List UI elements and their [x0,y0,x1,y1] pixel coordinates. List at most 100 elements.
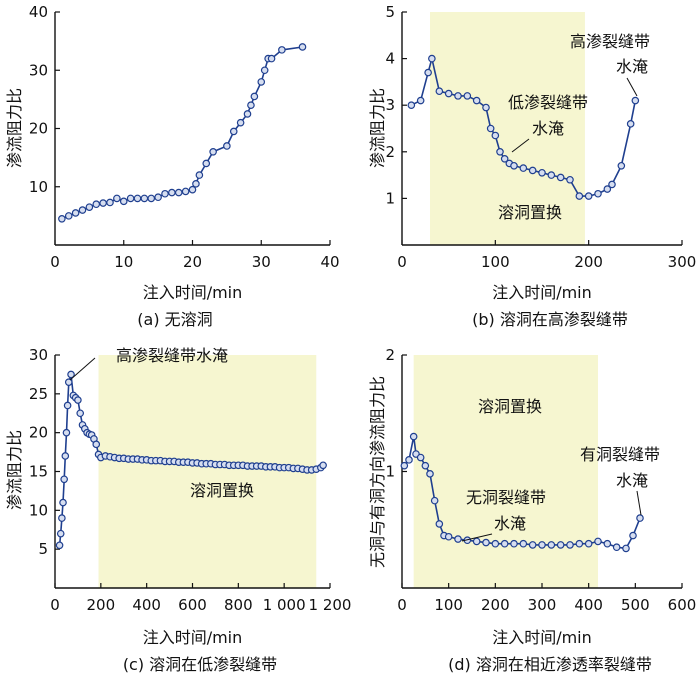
data-point [472,537,481,546]
data-point [594,537,602,546]
x-tick-label: 1 200 [309,596,352,614]
data-point [454,92,462,100]
y-tick-label: 2 [385,346,395,364]
highlight-band [413,355,598,588]
data-point [421,461,430,470]
data-point [56,529,65,538]
data-point [64,378,73,386]
x-tick-label: 0 [397,253,407,271]
x-tick-label: 10 [114,253,133,271]
data-point [622,544,630,553]
y-tick-label: 15 [29,463,48,481]
data-point [416,453,425,462]
data-point [538,541,546,549]
highlight-band [430,12,585,245]
annotation-text: 低渗裂缝带 [508,93,588,112]
data-point [405,456,413,464]
data-point [617,161,626,170]
data-point [99,199,107,207]
panel-caption: (b) 溶洞在高渗裂缝带 [472,310,628,329]
y-tick-label: 40 [29,3,48,21]
highlight-label: 溶洞置换 [478,397,542,416]
x-tick-label: 100 [434,596,463,614]
x-axis-label: 注入时间/min [492,628,592,647]
annotation-leader [626,77,638,97]
data-point [608,180,616,189]
x-axis-label: 注入时间/min [143,628,243,647]
data-point [444,89,453,98]
data-point [55,541,64,550]
x-tick-label: 40 [320,253,339,271]
y-tick-label: 10 [29,501,48,519]
data-point [113,194,121,203]
data-point [500,539,509,548]
data-point [58,514,66,522]
x-tick-label: 400 [574,596,603,614]
data-point [229,127,238,136]
y-tick-label: 1 [385,463,395,481]
data-point [78,206,87,214]
x-tick-label: 400 [132,596,161,614]
data-point [247,101,255,110]
y-axis-label: 渗流阻力比 [5,430,24,510]
x-tick-label: 0 [50,596,60,614]
x-tick-label: 0 [50,253,60,271]
data-point [566,175,574,184]
data-point [629,531,637,540]
data-point [519,539,528,548]
data-point [510,161,518,170]
x-tick-label: 200 [87,596,116,614]
x-tick-label: 300 [528,596,557,614]
annotation-text: 水淹 [616,57,648,76]
panel-caption: (c) 溶洞在低渗裂缝带 [123,655,277,674]
data-point [62,428,71,437]
y-axis-label: 无洞与有洞方向渗流阻力比 [368,376,387,568]
annotation-leader [511,138,530,153]
data-point [161,189,169,198]
x-tick-label: 200 [481,596,510,614]
data-point [59,498,67,507]
data-point [64,212,73,220]
data-point [154,193,162,202]
x-tick-label: 500 [621,596,650,614]
data-point [181,187,190,196]
data-point [195,171,204,179]
data-point [472,96,481,105]
data-point [267,54,276,63]
y-tick-label: 5 [38,540,48,558]
data-point [319,461,327,470]
x-tick-label: 1 000 [263,596,306,614]
data-point [482,538,490,547]
data-point [257,78,266,86]
x-tick-label: 300 [668,253,697,271]
x-tick-label: 30 [252,253,271,271]
data-point [626,120,635,128]
annotation-text: 水淹 [494,514,526,533]
y-tick-label: 5 [385,3,395,21]
y-tick-label: 30 [29,346,48,364]
data-point [491,131,500,140]
y-tick-label: 30 [29,61,48,79]
data-point [603,539,612,548]
data-point [92,200,101,209]
data-point [250,92,259,101]
x-tick-label: 800 [224,596,253,614]
data-point [435,520,444,528]
data-point [556,173,565,182]
x-tick-label: 200 [574,253,603,271]
data-point [409,432,418,441]
y-tick-label: 4 [385,50,395,68]
y-tick-label: 20 [29,120,48,138]
y-axis-label: 渗流阻力比 [368,88,387,168]
data-point [236,118,245,127]
data-point [547,541,556,549]
data-point [538,168,546,177]
data-point [92,440,101,449]
chart-panel-1: 0 10 20 30 40 10 20 30 40 注入时间/min 渗流阻力比 (a) 无溶洞 [5,3,340,329]
data-point [168,188,176,197]
data-point [243,110,252,118]
y-tick-label: 3 [385,96,395,114]
data-point [424,68,432,77]
y-tick-label: 10 [29,178,48,196]
